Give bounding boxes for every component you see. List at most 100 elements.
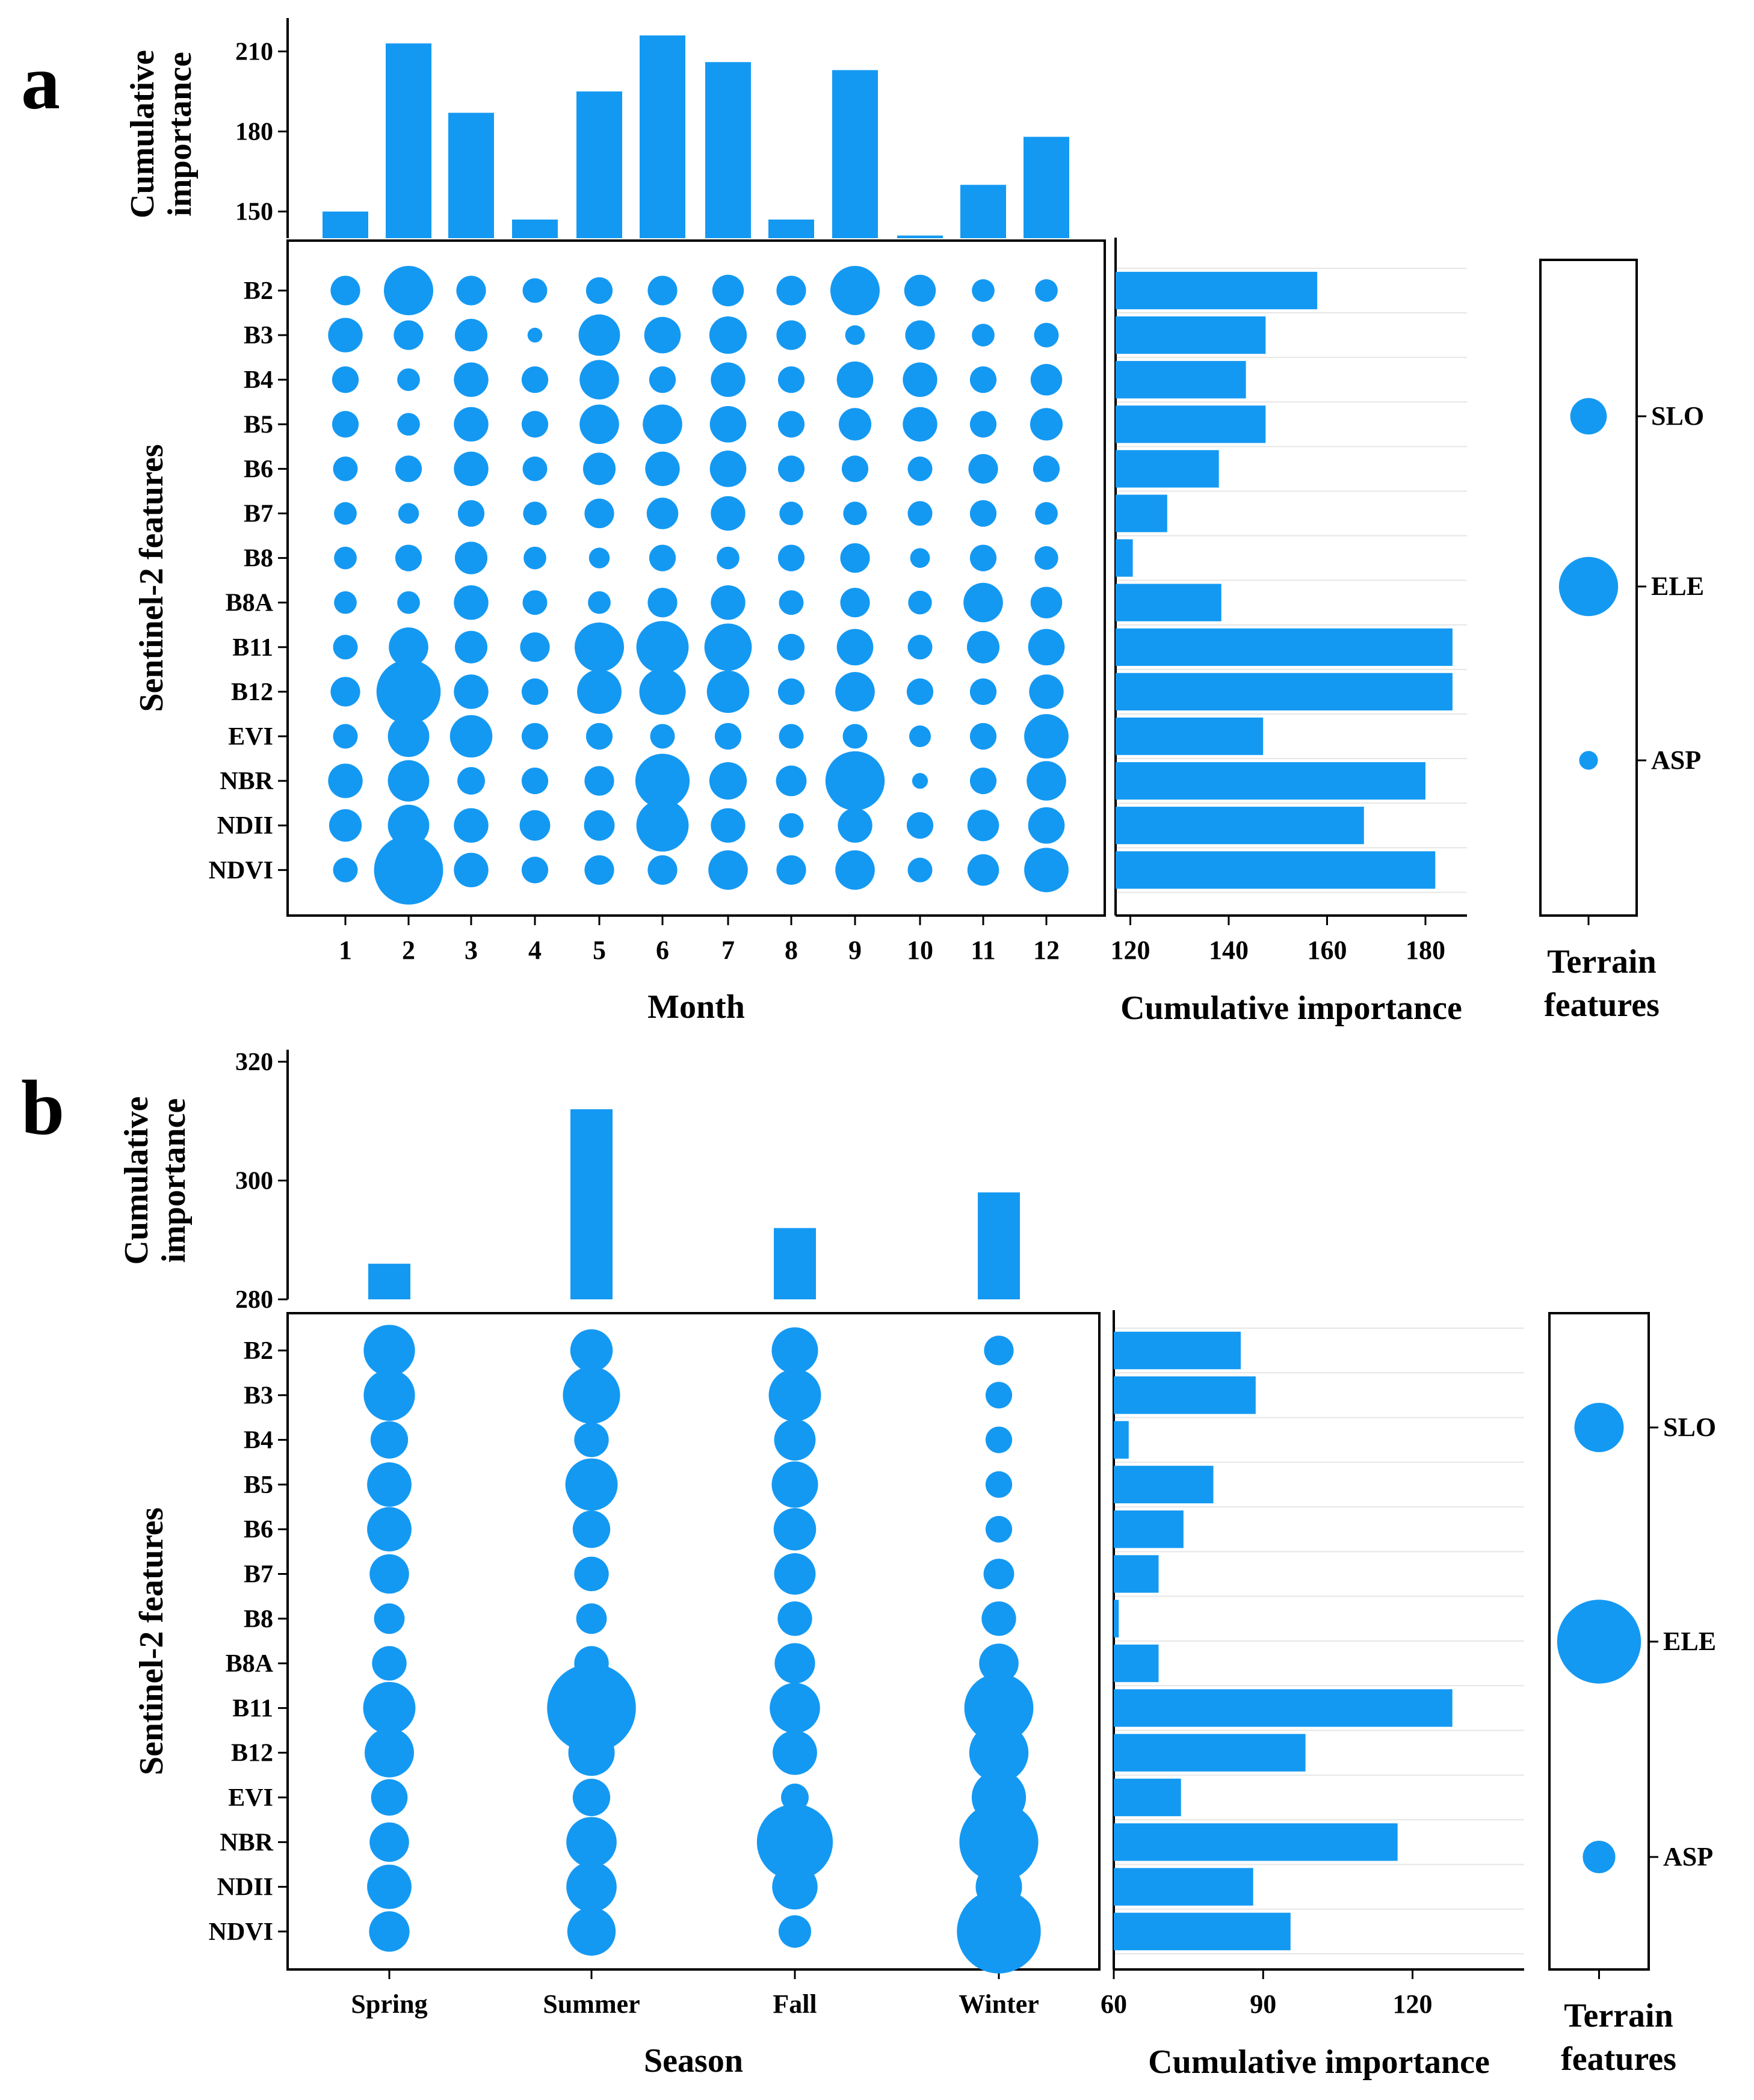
right-bar [1116, 851, 1436, 889]
right-bar [1116, 271, 1318, 310]
x-tick-label: Summer [543, 1989, 640, 2019]
right-bar [1114, 1868, 1253, 1906]
bubble [520, 632, 550, 662]
x-tick-label: 8 [785, 935, 798, 965]
bubble [838, 808, 872, 843]
bubble [963, 582, 1003, 623]
top-bar [897, 235, 943, 238]
bubble [374, 835, 443, 905]
bubble [522, 278, 548, 303]
x-tick-label: 11 [971, 935, 996, 965]
bubble [574, 1422, 609, 1458]
bubble [712, 274, 744, 307]
bubble [708, 850, 748, 890]
bubble [756, 1804, 833, 1880]
bubble [774, 1643, 815, 1684]
bubble [523, 546, 546, 570]
bubble [968, 454, 998, 484]
bubble [522, 590, 548, 615]
bubble [706, 670, 750, 713]
bubble [332, 411, 359, 438]
bubble [650, 724, 675, 749]
bubble [376, 659, 441, 724]
right-bar [1116, 361, 1246, 399]
bubble [957, 1889, 1041, 1974]
bubble [521, 411, 549, 438]
bubble [644, 316, 681, 354]
bubble [985, 1516, 1013, 1543]
right-bar [1114, 1600, 1119, 1638]
bubble [454, 451, 489, 487]
right-bar [1114, 1465, 1214, 1504]
y-tick-label: B7 [244, 1561, 273, 1589]
right-x-axis-title: Cumulative importance [1120, 990, 1462, 1027]
bubble [969, 1723, 1029, 1782]
bubble [1035, 502, 1058, 525]
bubble [983, 1559, 1014, 1589]
bubble [969, 366, 997, 393]
bubble [330, 276, 360, 306]
bubble [964, 1674, 1034, 1743]
top-bar [448, 112, 494, 238]
right-bar [1114, 1376, 1256, 1414]
bubble [397, 368, 420, 392]
bubble [969, 500, 997, 527]
y-tick-label: B8A [226, 590, 274, 617]
bubble [566, 1817, 617, 1868]
right-bar [1116, 316, 1266, 354]
top-bar [640, 35, 685, 238]
panel-label: b [21, 1065, 64, 1151]
y-tick-label: B5 [244, 1471, 273, 1499]
bubble [457, 767, 485, 795]
bubble [457, 500, 485, 527]
bubble [777, 678, 805, 706]
bubble [584, 810, 615, 841]
bubble [969, 767, 997, 795]
bubble [771, 1461, 818, 1508]
y-tick-label: NDII [217, 1874, 273, 1901]
bubble [776, 276, 806, 306]
bubble [709, 762, 747, 800]
bubble [717, 546, 740, 570]
bubble [709, 451, 747, 487]
terrain-bubble [1583, 1840, 1616, 1874]
bubble [840, 588, 870, 618]
panel-label: a [21, 39, 60, 126]
right-bar [1114, 1734, 1306, 1772]
bubble [979, 1643, 1019, 1683]
bubble [328, 318, 363, 353]
bubble [372, 1646, 407, 1681]
bubble [778, 1915, 812, 1948]
y-tick-label: B8 [244, 545, 273, 573]
bubble [334, 546, 357, 570]
bubble [388, 804, 430, 846]
bubble [711, 808, 746, 843]
bubble [395, 544, 422, 571]
right-bar [1116, 539, 1133, 577]
bubble [454, 585, 489, 620]
bubble [363, 1681, 416, 1734]
y-tick-label: B8 [244, 1606, 273, 1633]
bubble [521, 678, 549, 706]
bubble [904, 274, 936, 307]
y-tick-label: EVI [228, 1784, 273, 1812]
bubble [334, 502, 357, 525]
bubble [774, 1419, 816, 1461]
bubble [972, 324, 995, 346]
bubble [709, 316, 747, 354]
y-tick-label: B5 [244, 411, 273, 439]
bubble [845, 325, 865, 345]
bubble [840, 543, 870, 573]
bubble [836, 629, 874, 666]
bubble [566, 1861, 617, 1912]
bubble [981, 1601, 1016, 1636]
y-tick-label: B11 [232, 1695, 273, 1722]
bubble [772, 1864, 818, 1910]
top-y-tick-label: 210 [235, 38, 273, 66]
bubble [333, 635, 358, 660]
top-bar [705, 62, 751, 238]
terrain-bubble [1557, 1600, 1641, 1684]
bubble [369, 1554, 409, 1594]
